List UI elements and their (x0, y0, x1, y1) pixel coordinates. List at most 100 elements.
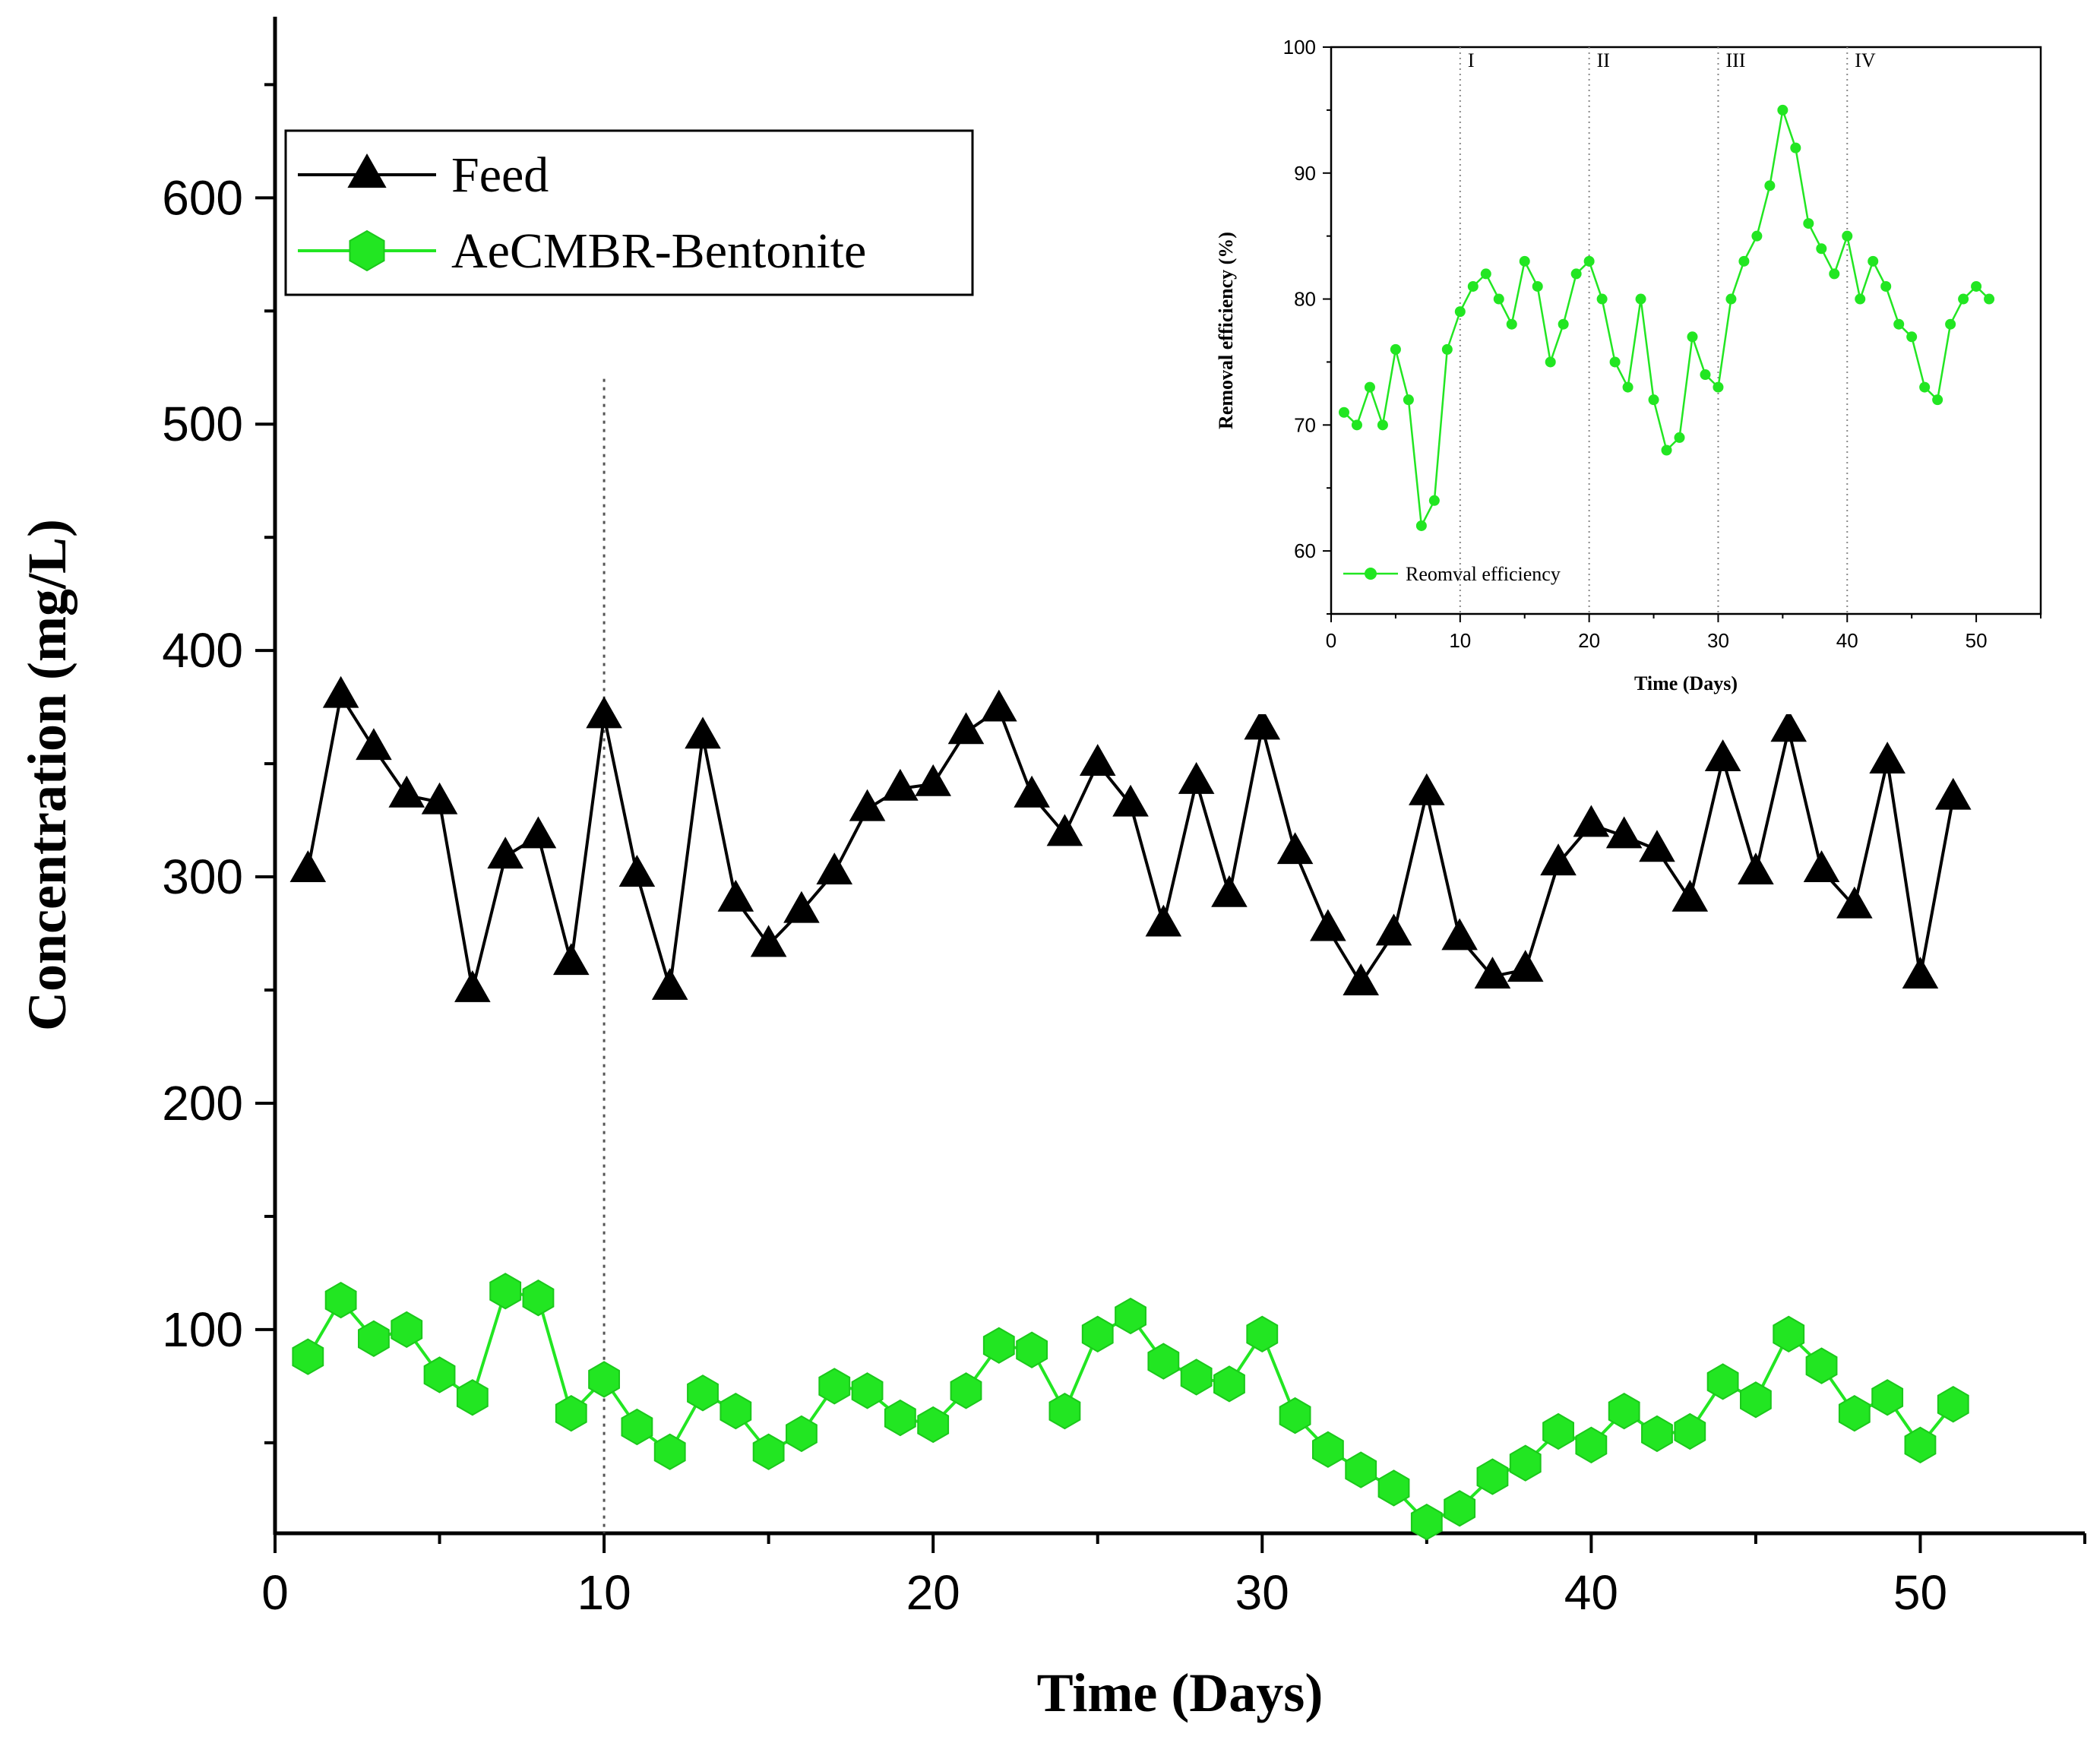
inset-data-point (1919, 381, 1931, 393)
data-point (322, 675, 359, 708)
data-point (1211, 875, 1248, 907)
legend: Feed AeCMBR-Bentonite (284, 129, 974, 296)
data-point (1079, 744, 1116, 776)
data-point (818, 1368, 851, 1405)
inset-x-tick-label: 40 (1836, 629, 1858, 652)
inset-data-point (1893, 318, 1905, 330)
data-point (1145, 904, 1182, 937)
data-point (1444, 1490, 1476, 1527)
inset-data-point (1816, 243, 1827, 255)
inset-y-tick-label: 100 (1283, 36, 1316, 59)
inset-data-point (1609, 356, 1621, 368)
data-point (621, 1408, 653, 1446)
data-point (783, 890, 820, 923)
data-point (1704, 739, 1741, 772)
x-tick-label: 0 (261, 1565, 289, 1620)
inset-data-point (1441, 343, 1453, 355)
data-point (720, 1392, 752, 1430)
inset-data-point (1984, 293, 1995, 305)
data-point (1246, 1315, 1279, 1352)
data-point (1937, 1386, 1969, 1423)
inset-data-point (1415, 520, 1427, 531)
legend-marker (349, 229, 385, 272)
inset-data-point (1945, 318, 1956, 330)
data-point (1276, 832, 1314, 865)
x-axis-title: Time (Days) (1037, 1662, 1324, 1723)
data-point (849, 789, 886, 821)
data-point (1902, 957, 1939, 989)
data-point (816, 853, 853, 884)
data-point (982, 1327, 1015, 1364)
inset-data-point (1558, 318, 1569, 330)
inset-x-tick-label: 10 (1449, 629, 1471, 652)
data-point (1016, 1331, 1048, 1368)
inset-data-point (1648, 394, 1659, 406)
inset-background (1208, 30, 2082, 714)
data-point (1474, 957, 1511, 989)
inset-y-tick-label: 80 (1294, 288, 1316, 311)
data-point (1048, 1392, 1081, 1430)
inset-y-axis-title: Removal efficiency (%) (1215, 232, 1237, 429)
inset-x-axis-title: Time (Days) (1634, 672, 1738, 694)
inset-phase-label: III (1725, 49, 1745, 71)
inset-x-tick-label: 50 (1966, 629, 1988, 652)
legend-marker (347, 153, 387, 188)
data-point (687, 1374, 719, 1412)
data-point (555, 1394, 587, 1432)
data-point (1706, 1363, 1739, 1400)
data-point (1573, 805, 1610, 837)
y-tick-label: 500 (162, 397, 243, 451)
data-point (618, 855, 656, 887)
inset-x-tick-label: 20 (1578, 629, 1600, 652)
data-point (786, 1415, 818, 1453)
inset-data-point (1880, 280, 1892, 292)
x-tick-label: 30 (1235, 1565, 1289, 1620)
data-point (1115, 1297, 1146, 1335)
inset-data-point (1428, 495, 1440, 506)
inset-x-tick-label: 0 (1326, 629, 1336, 652)
inset-data-point (1661, 444, 1672, 456)
inset-data-point (1674, 432, 1685, 443)
inset-data-point (1855, 293, 1866, 305)
data-point (588, 1361, 621, 1398)
data-point (1375, 913, 1412, 946)
inset-phase-label: I (1468, 49, 1475, 71)
inset-data-point (1635, 293, 1646, 305)
data-point (651, 968, 688, 1000)
data-point (1180, 1359, 1213, 1396)
data-point (421, 782, 458, 815)
inset-data-point (1454, 306, 1466, 318)
data-point (522, 1280, 555, 1317)
inset-data-point (1570, 268, 1582, 280)
inset-data-point (1351, 419, 1362, 431)
data-point (1441, 918, 1478, 951)
inset-data-point (1506, 318, 1517, 330)
data-point (1178, 761, 1215, 794)
data-point (1838, 1394, 1871, 1432)
inset-y-tick-label: 60 (1294, 539, 1316, 562)
data-point (1081, 1315, 1114, 1352)
inset-data-point (1622, 381, 1634, 393)
inset-data-point (1932, 394, 1943, 406)
data-point (950, 1372, 982, 1409)
inset-frame (1330, 46, 2042, 615)
data-point (1046, 814, 1083, 846)
data-point (1476, 1458, 1509, 1495)
inset-data-point (1713, 381, 1724, 393)
inset-data-point (1958, 293, 1969, 305)
data-point (1871, 1379, 1904, 1416)
inset-data-point (1364, 381, 1375, 393)
y-tick-label: 200 (162, 1076, 243, 1131)
data-point (1739, 1381, 1772, 1419)
data-point (1639, 830, 1675, 862)
legend-label: Feed (451, 147, 549, 203)
data-point (552, 943, 590, 976)
y-tick-label: 600 (162, 170, 243, 225)
data-point (1507, 950, 1544, 982)
inset-data-point (1480, 268, 1491, 280)
data-point (1575, 1426, 1608, 1463)
y-tick-label: 100 (162, 1302, 243, 1357)
